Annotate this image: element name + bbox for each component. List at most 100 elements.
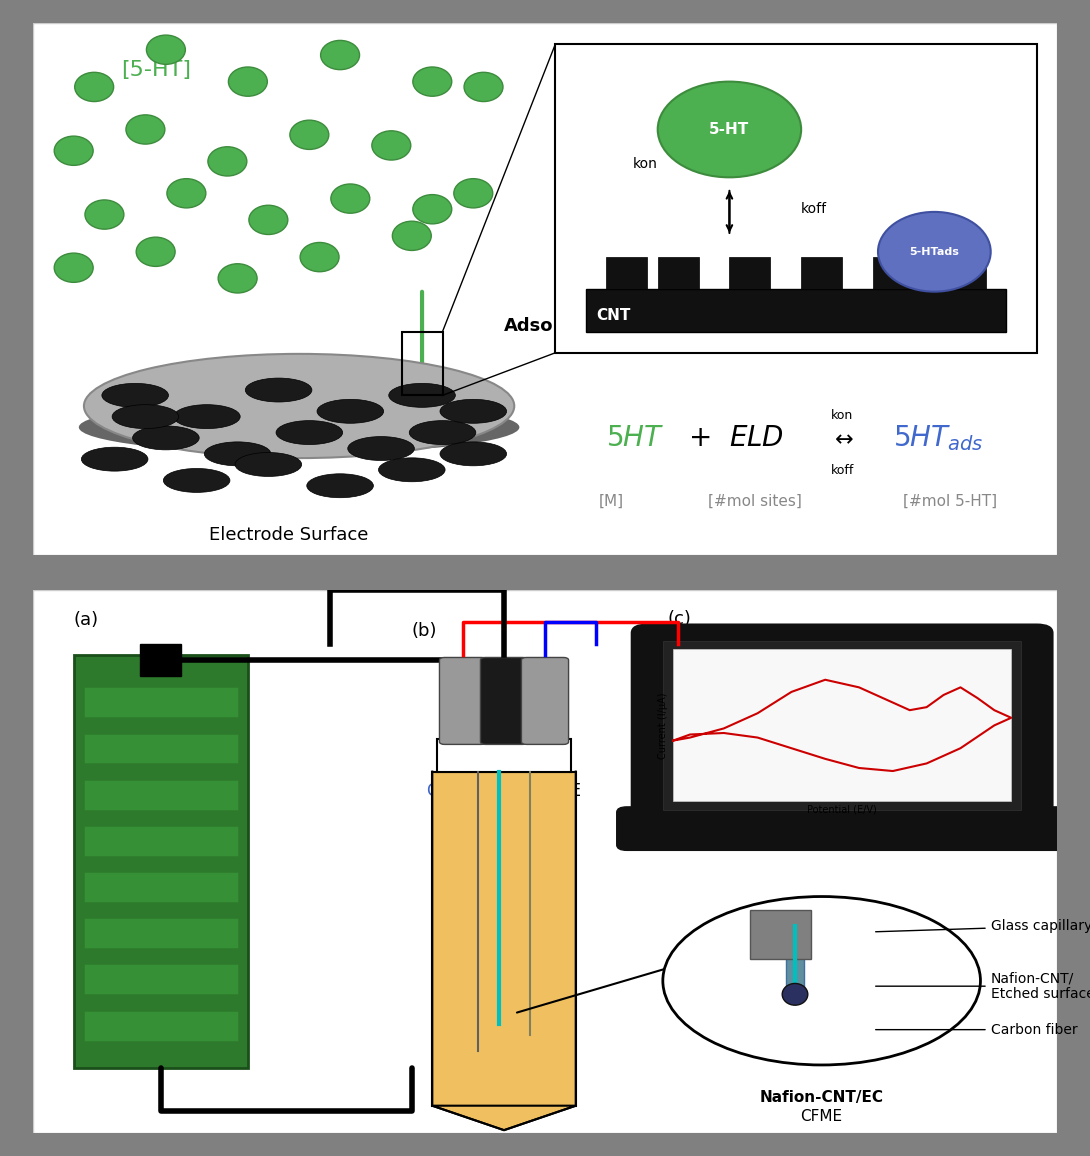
Text: $ELD$: $ELD$: [729, 424, 785, 452]
FancyBboxPatch shape: [786, 921, 804, 992]
FancyBboxPatch shape: [84, 1010, 238, 1040]
Ellipse shape: [783, 984, 808, 1006]
Ellipse shape: [218, 264, 257, 292]
Text: Adsorption: Adsorption: [504, 317, 615, 335]
Text: RE: RE: [559, 783, 582, 800]
FancyBboxPatch shape: [674, 650, 1012, 801]
Ellipse shape: [409, 421, 476, 445]
Ellipse shape: [372, 131, 411, 160]
Ellipse shape: [413, 67, 451, 96]
Ellipse shape: [413, 194, 451, 224]
Text: CFME: CFME: [800, 1109, 843, 1124]
Text: Current (I/µA): Current (I/µA): [658, 692, 668, 758]
Text: Nafion-CNT/
Etched surface: Nafion-CNT/ Etched surface: [875, 971, 1090, 1001]
Ellipse shape: [306, 474, 374, 498]
Ellipse shape: [82, 447, 148, 472]
FancyBboxPatch shape: [606, 257, 647, 289]
Ellipse shape: [133, 425, 199, 450]
Ellipse shape: [75, 73, 113, 102]
Ellipse shape: [54, 253, 93, 282]
FancyBboxPatch shape: [439, 658, 486, 744]
Text: $5HT_{ads}$: $5HT_{ads}$: [894, 423, 983, 453]
Text: (a): (a): [74, 612, 99, 629]
Ellipse shape: [453, 179, 493, 208]
Ellipse shape: [229, 67, 267, 96]
Ellipse shape: [208, 147, 246, 176]
Ellipse shape: [464, 73, 502, 102]
FancyBboxPatch shape: [84, 964, 238, 994]
FancyBboxPatch shape: [84, 825, 238, 855]
Text: $+$: $+$: [689, 424, 711, 452]
Text: CE: CE: [426, 783, 448, 800]
Text: koff: koff: [801, 202, 827, 216]
Ellipse shape: [440, 399, 507, 423]
Ellipse shape: [164, 468, 230, 492]
Ellipse shape: [300, 243, 339, 272]
Ellipse shape: [276, 421, 342, 445]
Ellipse shape: [78, 401, 520, 453]
Text: $5HT$: $5HT$: [606, 424, 665, 452]
FancyBboxPatch shape: [437, 739, 571, 771]
Text: $\leftrightarrow$: $\leftrightarrow$: [831, 428, 855, 447]
FancyBboxPatch shape: [521, 658, 569, 744]
Ellipse shape: [204, 442, 271, 466]
Ellipse shape: [167, 179, 206, 208]
FancyBboxPatch shape: [33, 590, 1057, 1133]
FancyBboxPatch shape: [84, 872, 238, 902]
FancyBboxPatch shape: [945, 257, 985, 289]
Ellipse shape: [879, 212, 991, 291]
FancyBboxPatch shape: [555, 44, 1037, 353]
FancyBboxPatch shape: [141, 644, 181, 676]
Ellipse shape: [290, 120, 329, 149]
Text: [M]: [M]: [600, 495, 625, 509]
Ellipse shape: [245, 378, 312, 402]
Ellipse shape: [54, 136, 93, 165]
FancyBboxPatch shape: [84, 918, 238, 948]
Ellipse shape: [235, 452, 302, 476]
Circle shape: [663, 897, 981, 1065]
Text: (c): (c): [668, 609, 692, 628]
FancyBboxPatch shape: [74, 654, 247, 1068]
Text: kon: kon: [633, 157, 657, 171]
Text: Potential (E/V): Potential (E/V): [808, 805, 877, 814]
Text: (b): (b): [412, 622, 437, 640]
Text: 5-HTads: 5-HTads: [909, 246, 959, 257]
Ellipse shape: [389, 384, 456, 407]
FancyBboxPatch shape: [33, 23, 1057, 555]
Ellipse shape: [392, 221, 432, 251]
Ellipse shape: [112, 405, 179, 429]
FancyBboxPatch shape: [84, 780, 238, 809]
Ellipse shape: [331, 184, 370, 213]
Ellipse shape: [440, 442, 507, 466]
FancyBboxPatch shape: [801, 257, 843, 289]
Ellipse shape: [378, 458, 445, 482]
Ellipse shape: [317, 399, 384, 423]
Text: [#mol sites]: [#mol sites]: [708, 495, 802, 509]
Ellipse shape: [146, 35, 185, 65]
Text: Electrode Surface: Electrode Surface: [209, 526, 368, 544]
FancyBboxPatch shape: [873, 257, 913, 289]
Ellipse shape: [126, 114, 165, 144]
Text: 5-HT: 5-HT: [710, 123, 750, 136]
FancyBboxPatch shape: [617, 807, 1067, 851]
Ellipse shape: [84, 354, 514, 458]
Ellipse shape: [173, 405, 240, 429]
Ellipse shape: [348, 437, 414, 460]
FancyBboxPatch shape: [663, 642, 1021, 809]
Text: [5-HT]: [5-HT]: [121, 60, 191, 81]
FancyBboxPatch shape: [433, 771, 576, 1105]
Polygon shape: [433, 1105, 576, 1131]
Ellipse shape: [657, 82, 801, 177]
Ellipse shape: [320, 40, 360, 69]
Text: Nafion-CNT/EC: Nafion-CNT/EC: [760, 1090, 884, 1105]
FancyBboxPatch shape: [657, 257, 699, 289]
Ellipse shape: [136, 237, 175, 266]
FancyBboxPatch shape: [750, 910, 811, 959]
Text: koff: koff: [831, 465, 853, 477]
FancyBboxPatch shape: [481, 658, 528, 744]
FancyBboxPatch shape: [586, 289, 1006, 332]
Text: Carbon fiber: Carbon fiber: [875, 1023, 1077, 1037]
FancyBboxPatch shape: [84, 688, 238, 717]
FancyBboxPatch shape: [729, 257, 771, 289]
FancyBboxPatch shape: [632, 625, 1052, 825]
